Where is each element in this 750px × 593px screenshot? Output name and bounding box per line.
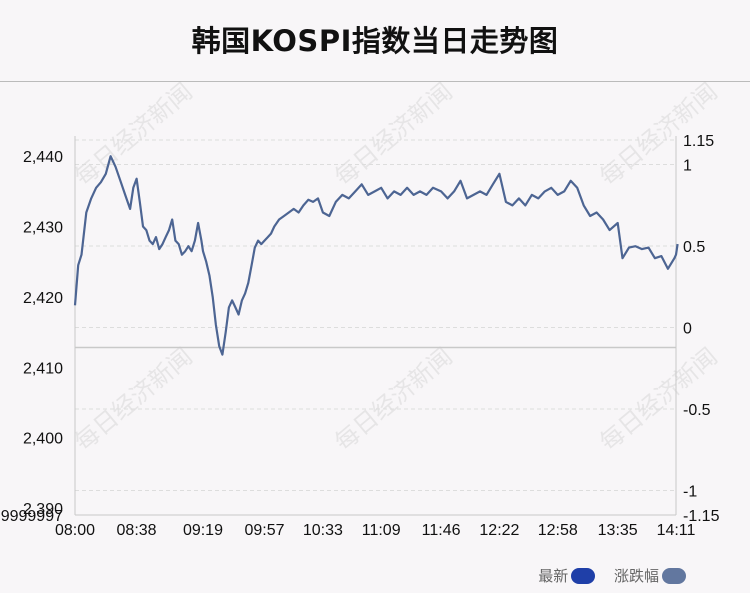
title-divider xyxy=(0,81,750,82)
x-tick-label: 12:22 xyxy=(479,522,519,539)
y-left-tick-label: 2,430 xyxy=(23,220,63,237)
x-tick-label: 13:35 xyxy=(598,522,638,539)
y-left-tick-label: 2,420 xyxy=(23,290,63,307)
y-right-tick-label: -1.15 xyxy=(683,508,720,525)
legend-item-latest[interactable]: 最新 xyxy=(538,565,596,586)
chart-title: 韩国KOSPI指数当日走势图 xyxy=(191,24,559,58)
y-right-tick-label: -1 xyxy=(683,484,697,501)
y-right-tick-label: 1 xyxy=(683,157,692,174)
x-tick-label: 11:09 xyxy=(362,522,401,539)
legend-label-change: 涨跌幅 xyxy=(613,567,659,585)
x-tick-label: 08:00 xyxy=(55,522,95,539)
y-left-tick-label: 2,390 xyxy=(23,501,63,518)
y-right-tick-label: 1.15 xyxy=(683,133,714,150)
x-tick-label: 09:19 xyxy=(183,522,223,539)
price-line xyxy=(73,155,679,356)
y-right-tick-label: -0.5 xyxy=(683,402,711,419)
y-right-tick-label: 0 xyxy=(683,321,692,338)
y-left-tick-label: 2,410 xyxy=(23,360,63,377)
y-right-tick-label: 0.5 xyxy=(683,239,705,256)
x-tick-label: 10:33 xyxy=(303,522,343,539)
x-tick-label: 09:57 xyxy=(245,522,285,539)
x-tick-label: 11:46 xyxy=(422,522,461,539)
legend-swatch-change xyxy=(662,567,686,584)
legend: 最新 涨跌幅 xyxy=(524,565,686,586)
x-tick-label: 14:11 xyxy=(657,522,696,539)
y-left-tick-label: 2,440 xyxy=(23,149,63,166)
x-tick-label: 08:38 xyxy=(117,522,157,539)
y-left-tick-label: 9999997 xyxy=(1,508,63,525)
y-left-tick-label: 2,400 xyxy=(23,431,63,448)
legend-swatch-latest xyxy=(571,567,596,584)
legend-label-latest: 最新 xyxy=(538,567,569,585)
x-tick-label: 12:58 xyxy=(538,522,578,539)
legend-item-change[interactable]: 涨跌幅 xyxy=(614,565,686,586)
